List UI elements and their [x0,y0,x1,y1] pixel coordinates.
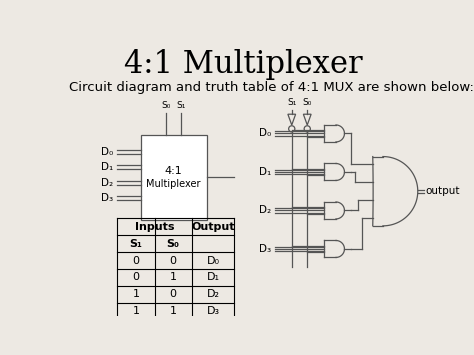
Text: Output: Output [191,222,235,231]
Text: Inputs: Inputs [135,222,174,231]
Text: S₁: S₁ [177,100,186,110]
Text: D₂: D₂ [259,206,271,215]
Text: S₁: S₁ [287,98,296,106]
Text: D₁: D₁ [101,162,113,172]
Text: 4:1: 4:1 [164,166,182,176]
Bar [141,135,207,220]
Text: D₃: D₃ [207,306,219,316]
Text: 4:1 Multiplexer: 4:1 Multiplexer [124,49,362,80]
Text: D₃: D₃ [101,193,113,203]
Text: 1: 1 [170,306,177,316]
Text: D₃: D₃ [259,244,271,254]
Text: 1: 1 [132,306,139,316]
Text: 0: 0 [132,256,139,266]
Text: 1: 1 [132,289,139,299]
Text: 0: 0 [170,289,177,299]
Text: S₀: S₀ [167,239,180,248]
Text: S₀: S₀ [161,100,170,110]
Text: Multiplexer: Multiplexer [146,179,201,189]
Text: 0: 0 [170,256,177,266]
Text: Circuit diagram and truth table of 4:1 MUX are shown below:: Circuit diagram and truth table of 4:1 M… [69,81,474,94]
Text: D₂: D₂ [101,178,113,188]
Text: 1: 1 [170,272,177,283]
Text: D₂: D₂ [207,289,219,299]
Text: D₁: D₁ [207,272,219,283]
Text: D₀: D₀ [207,256,219,266]
Text: D₁: D₁ [259,167,271,177]
Text: output: output [426,186,460,196]
Text: 0: 0 [132,272,139,283]
Text: D₀: D₀ [101,147,113,157]
Text: S₁: S₁ [129,239,142,248]
Text: S₀: S₀ [302,98,312,106]
Text: D₀: D₀ [259,129,271,138]
